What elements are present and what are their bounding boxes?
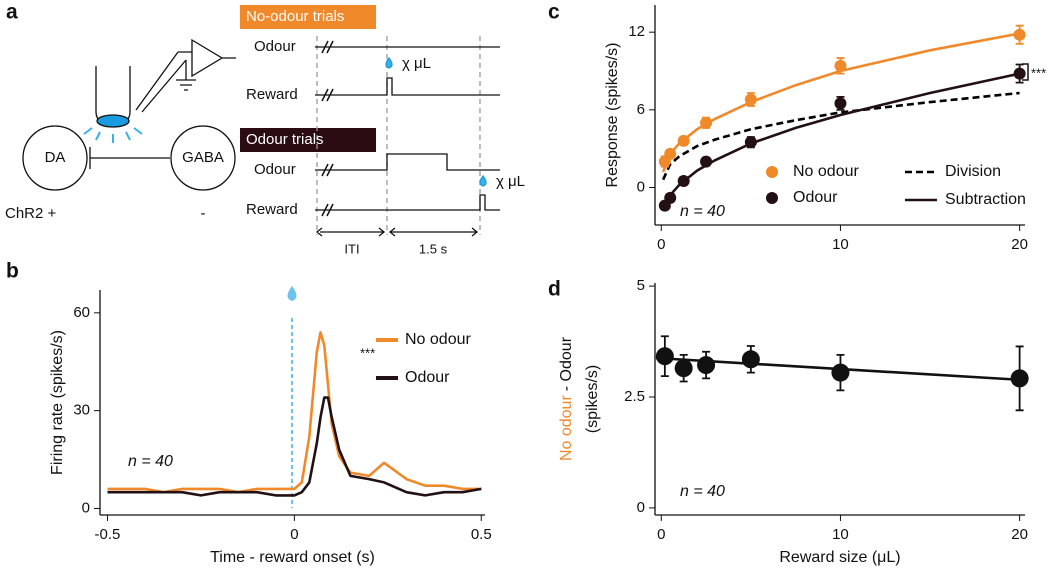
light-rays [83, 127, 143, 143]
legend-label: Odour [405, 369, 450, 386]
y-axis-label-part: No odour [558, 395, 575, 461]
title-box [240, 128, 376, 152]
interval-label: ITI [344, 241, 359, 256]
trace [315, 153, 500, 171]
legend-label: Division [945, 163, 1001, 180]
y-axis-label: Firing rate (spikes/s) [49, 330, 66, 475]
y-tick-label: 0 [82, 499, 90, 516]
legend-swatch [766, 192, 778, 204]
chr2-label: ChR2 + [5, 205, 57, 222]
panel-label: d [548, 278, 561, 301]
interval-label: 1.5 s [419, 241, 448, 256]
electrode [135, 51, 192, 113]
point [677, 134, 690, 147]
x-tick-label: 10 [832, 236, 849, 253]
x-tick-label: 0 [657, 236, 665, 253]
point [664, 147, 677, 160]
y-axis-label: Response (spikes/s) [604, 43, 621, 188]
y-axis-label: No odour - Odour [558, 336, 575, 461]
interval-arrows [315, 227, 479, 237]
break [321, 40, 334, 217]
point [700, 116, 713, 129]
gaba-neuron [170, 125, 236, 191]
y-tick-label: 2.5 [624, 388, 645, 405]
series-line [107, 396, 482, 497]
point [834, 97, 847, 110]
significance: *** [360, 345, 375, 360]
x-tick-label: 20 [1011, 526, 1028, 543]
significance: *** [1031, 65, 1046, 80]
panel-label: b [6, 260, 19, 283]
point [1013, 28, 1026, 41]
n-label: n = 40 [680, 483, 725, 500]
point [744, 93, 757, 106]
x-tick-label: 20 [1011, 236, 1028, 253]
point [674, 359, 693, 378]
y-tick-label: 0 [637, 178, 645, 195]
point [1010, 369, 1029, 388]
y-tick-label: 6 [637, 101, 645, 118]
legend-swatch [766, 166, 778, 178]
trace-label: Odour [254, 161, 296, 178]
neuron-label: DA [45, 149, 66, 166]
chr2-label: - [201, 205, 206, 222]
trace-label: Reward [246, 86, 298, 103]
x-tick-label: 0 [657, 526, 665, 543]
panel-label: a [6, 1, 18, 24]
x-tick-label: 10 [832, 526, 849, 543]
significance-bracket [1022, 63, 1029, 81]
x-tick-label: 0.5 [471, 526, 492, 543]
point [664, 191, 677, 204]
x-axis-label: Reward size (μL) [779, 549, 900, 566]
n-label: n = 40 [680, 203, 725, 220]
point [1013, 67, 1026, 80]
y-tick-label: 0 [637, 499, 645, 516]
fit-line [661, 72, 1020, 212]
trace-label: Odour [254, 38, 296, 55]
x-axis-label: Time - reward onset (s) [210, 549, 375, 566]
legend-label: Subtraction [945, 191, 1026, 208]
light [96, 114, 130, 128]
x-tick-label: -0.5 [95, 526, 121, 543]
y-axis-label: (spikes/s) [584, 365, 601, 433]
ground [176, 79, 196, 91]
n-label: n = 40 [128, 453, 173, 470]
x-tick-label: 0 [290, 526, 298, 543]
fit-line [661, 91, 1020, 181]
drop [385, 56, 487, 187]
trace [315, 194, 500, 211]
y-tick-label: 60 [73, 304, 90, 321]
y-axis-label-part: - Odour [558, 336, 575, 391]
point [834, 59, 847, 72]
point [700, 155, 713, 168]
trial-title: Odour trials [246, 131, 324, 148]
drop [287, 286, 297, 301]
y-tick-label: 5 [637, 277, 645, 294]
point [741, 350, 760, 369]
trace-label: Reward [246, 201, 298, 218]
trace [315, 77, 500, 96]
point [831, 363, 850, 382]
series-line [107, 331, 482, 494]
legend-label: Odour [793, 189, 838, 206]
neuron-label: GABA [182, 149, 224, 166]
panel-a [22, 5, 500, 237]
title-box [240, 5, 376, 29]
fit-line [661, 32, 1020, 173]
trial-title: No-odour trials [246, 8, 344, 25]
legend-label: No odour [793, 163, 859, 180]
da-neuron [22, 125, 88, 191]
point [744, 136, 757, 149]
reward-size: χ μL [496, 173, 525, 190]
y-tick-label: 12 [628, 23, 645, 40]
y-tick-label: 30 [73, 402, 90, 419]
point [677, 175, 690, 187]
amplifier [191, 38, 236, 78]
reward-size: χ μL [402, 55, 431, 72]
legend-label: No odour [405, 331, 471, 348]
point [655, 347, 674, 366]
point [697, 356, 716, 375]
panel-label: c [548, 1, 560, 24]
